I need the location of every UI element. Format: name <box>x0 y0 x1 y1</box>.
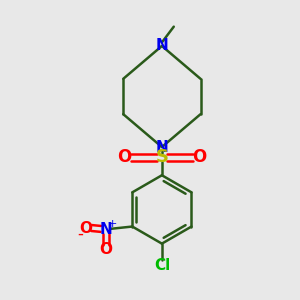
Text: O: O <box>118 148 132 166</box>
Text: S: S <box>155 148 168 166</box>
Text: O: O <box>80 220 93 236</box>
Text: O: O <box>99 242 112 257</box>
Text: Cl: Cl <box>154 258 170 273</box>
Text: -: - <box>77 224 83 242</box>
Text: +: + <box>107 219 117 229</box>
Text: N: N <box>155 38 168 53</box>
Text: N: N <box>155 140 168 154</box>
Text: N: N <box>99 222 112 237</box>
Text: O: O <box>192 148 206 166</box>
